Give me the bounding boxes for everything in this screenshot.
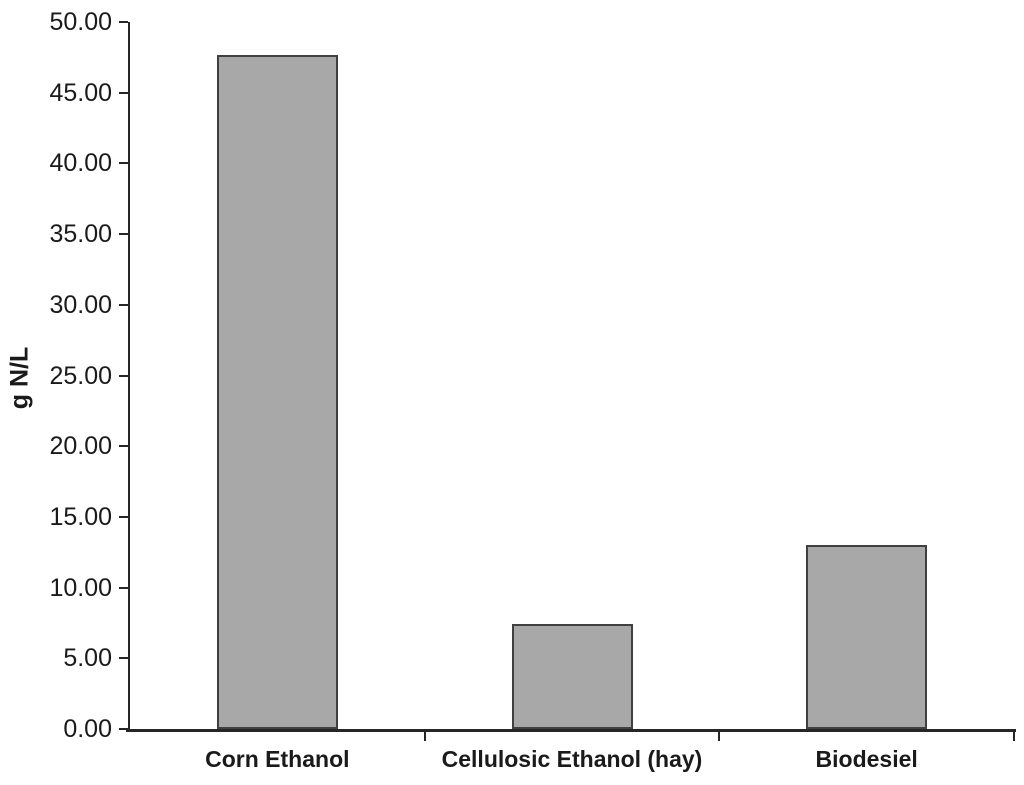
y-axis-tick-label: 20.00 — [49, 432, 112, 461]
plot-area — [119, 21, 1015, 741]
y-axis-tick-label: 15.00 — [49, 502, 112, 531]
y-axis-tick-label: 40.00 — [49, 149, 112, 178]
y-axis-tick — [119, 162, 128, 165]
y-axis-tick — [119, 445, 128, 448]
bar — [806, 545, 928, 729]
x-axis-category-label: Cellulosic Ethanol (hay) — [441, 746, 703, 772]
y-axis-tick-label: 25.00 — [49, 361, 112, 390]
y-axis-tick-label: 35.00 — [49, 220, 112, 249]
x-axis-line — [126, 729, 1016, 732]
x-axis-boundary-tick — [1013, 729, 1015, 741]
y-axis-tick-label: 50.00 — [49, 8, 112, 36]
y-axis-tick-label: 30.00 — [49, 290, 112, 319]
y-axis-tick — [119, 586, 128, 589]
y-axis-tick — [119, 21, 128, 23]
y-axis-tick-label: 5.00 — [63, 644, 112, 673]
y-axis-tick-label: 0.00 — [63, 715, 112, 743]
y-axis-tick — [119, 91, 128, 94]
y-axis-tick — [119, 233, 128, 236]
x-axis-boundary-tick — [423, 729, 426, 741]
x-axis-boundary-tick — [718, 729, 721, 741]
y-axis-tick-label: 10.00 — [49, 573, 112, 602]
y-axis-line — [128, 22, 130, 732]
y-axis-tick — [119, 728, 128, 730]
bar — [216, 54, 338, 729]
x-axis-category-label: Corn Ethanol — [205, 746, 350, 772]
y-axis-tick — [119, 374, 128, 377]
y-axis-tick-label: 45.00 — [49, 78, 112, 107]
bar — [511, 624, 633, 729]
x-axis-category-label: Biodesiel — [815, 746, 918, 772]
y-axis-tick — [119, 515, 128, 518]
y-axis-tick — [119, 303, 128, 306]
y-axis-title: g N/L — [5, 346, 34, 410]
y-axis-tick — [119, 657, 128, 660]
